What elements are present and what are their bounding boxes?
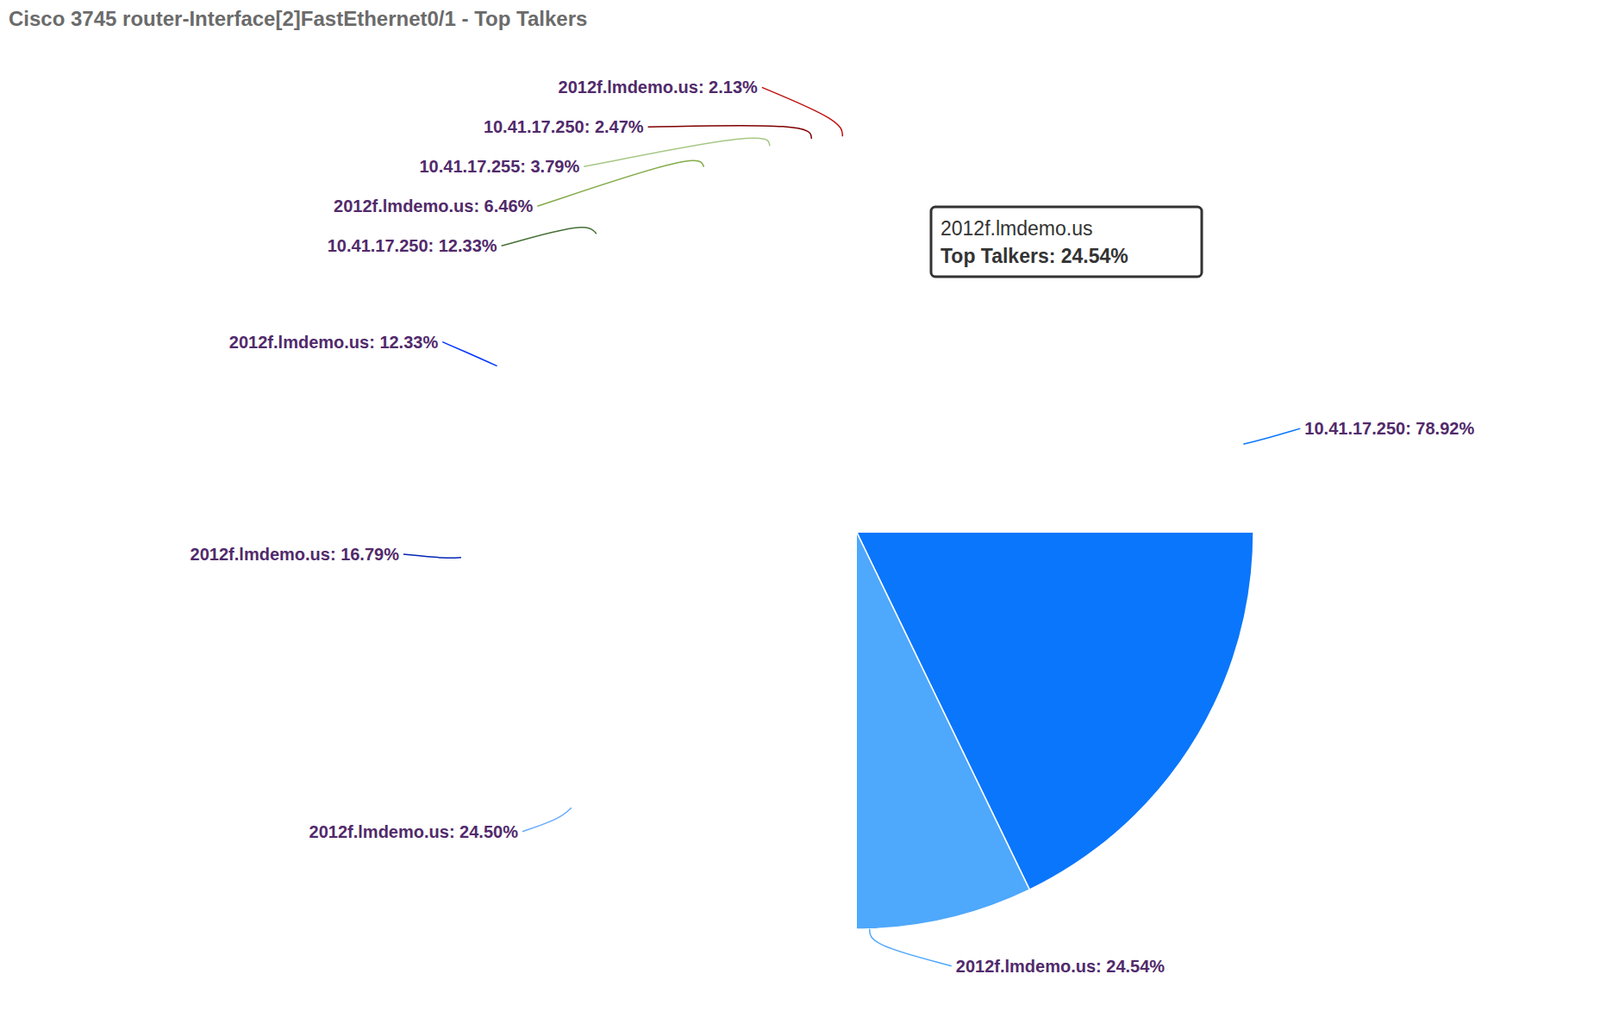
data-label: 10.41.17.255: 3.79% xyxy=(419,156,581,176)
label-value: 12.33% xyxy=(379,332,438,352)
data-label: 10.41.17.250: 2.47% xyxy=(483,117,644,137)
label-value: 6.46% xyxy=(484,196,534,216)
slices xyxy=(856,532,1254,930)
label-value: 16.79% xyxy=(340,544,400,564)
label-category: 2012f.lmdemo.us xyxy=(309,822,450,842)
label-value: 78.92% xyxy=(1415,418,1475,438)
data-label: 2012f.lmdemo.us: 6.46% xyxy=(333,196,533,216)
label-category: 10.41.17.250 xyxy=(1304,418,1406,438)
label-category: 10.41.17.250 xyxy=(483,117,585,137)
data-label: 2012f.lmdemo.us: 16.79% xyxy=(190,544,400,564)
label-separator: : xyxy=(584,117,595,137)
label-category: 2012f.lmdemo.us xyxy=(190,544,331,564)
label-separator: : xyxy=(698,77,709,97)
title: Cisco 3745 router-Interface[2]FastEthern… xyxy=(8,6,588,31)
tooltip-box xyxy=(931,206,1202,277)
connector xyxy=(522,807,572,832)
tooltip: 2012f.lmdemo.us Top Talkers: 24.54% xyxy=(931,206,1202,277)
label-category: 2012f.lmdemo.us xyxy=(558,77,699,97)
label-value: 3.79% xyxy=(531,156,581,176)
data-label: 2012f.lmdemo.us: 24.54% xyxy=(956,956,1166,976)
label-value: 24.54% xyxy=(1106,956,1165,976)
label-category: 2012f.lmdemo.us xyxy=(333,196,474,216)
connector xyxy=(1243,428,1300,444)
data-label: 2012f.lmdemo.us: 2.13% xyxy=(558,77,758,97)
tooltip-title: 2012f.lmdemo.us xyxy=(940,217,1093,240)
label-category: 2012f.lmdemo.us xyxy=(229,332,369,352)
connector xyxy=(583,137,770,167)
label-separator: : xyxy=(449,822,460,842)
data-label: 10.41.17.250: 78.92% xyxy=(1304,418,1475,438)
label-value: 2.13% xyxy=(708,77,758,97)
label-category: 10.41.17.255 xyxy=(419,156,521,176)
label-separator: : xyxy=(1095,956,1107,976)
label-separator: : xyxy=(1405,418,1416,438)
connector xyxy=(648,125,813,139)
chart: Cisco 3745 router-Interface[2]FastEthern… xyxy=(0,0,1600,1024)
label-value: 2.47% xyxy=(594,117,644,137)
data-label: 2012f.lmdemo.us: 12.33% xyxy=(229,332,439,352)
label-separator: : xyxy=(330,544,341,564)
label-separator: : xyxy=(368,332,380,352)
label-category: 2012f.lmdemo.us xyxy=(956,956,1096,976)
connector xyxy=(869,929,952,967)
data-label: 10.41.17.250: 12.33% xyxy=(327,236,498,256)
label-category: 10.41.17.250 xyxy=(327,236,429,256)
label-separator: : xyxy=(428,236,439,256)
label-separator: : xyxy=(519,156,531,176)
label-separator: : xyxy=(473,196,484,216)
data-label: 2012f.lmdemo.us: 24.50% xyxy=(309,822,519,842)
slice[interactable] xyxy=(856,532,1030,930)
connector xyxy=(501,227,597,247)
label-value: 12.33% xyxy=(438,236,498,256)
tooltip-text: Top Talkers: 24.54% xyxy=(940,244,1129,268)
label-value: 24.50% xyxy=(459,822,519,842)
connector xyxy=(403,554,462,558)
data-labels: 10.41.17.250: 78.92% 2012f.lmdemo.us: 24.… xyxy=(190,77,1475,975)
connector xyxy=(442,342,497,367)
connector xyxy=(762,87,843,137)
